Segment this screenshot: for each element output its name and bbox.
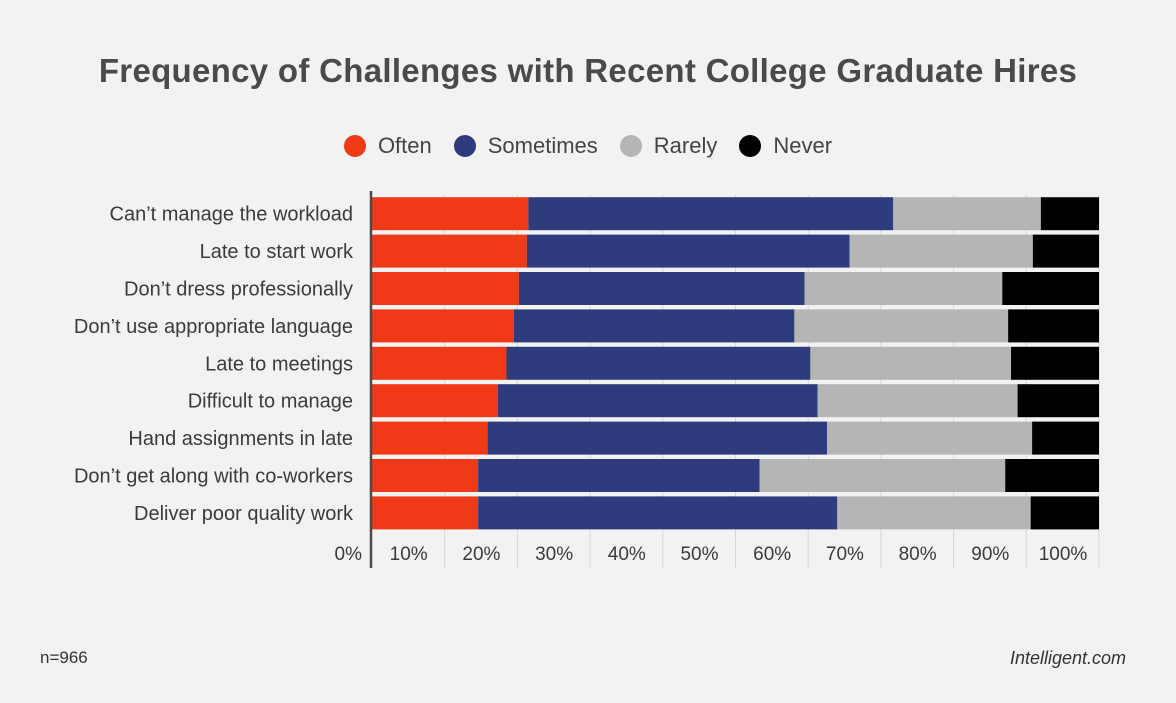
bar-sometimes-late-to-meetings	[506, 346, 811, 380]
bar-never-late-to-meetings	[1011, 346, 1099, 380]
bar-never-difficult-to-manage	[1017, 384, 1099, 418]
x-tick-label: 100%	[1039, 544, 1088, 565]
category-label: Can’t manage the workload	[110, 204, 353, 226]
chart-title: Frequency of Challenges with Recent Coll…	[98, 52, 1078, 89]
legend-swatch	[453, 135, 476, 157]
legend-label: Rarely	[653, 133, 718, 158]
sample-size-note: n=966	[40, 648, 88, 667]
bar-often-late-to-meetings	[372, 346, 507, 380]
bar-rarely-deliver-poor-quality-work	[837, 496, 1031, 530]
category-label: Hand assignments in late	[128, 428, 353, 450]
legend-label: Often	[377, 133, 432, 158]
x-tick-label: 20%	[462, 544, 500, 565]
legend-label: Never	[773, 133, 833, 158]
category-label: Late to start work	[200, 241, 354, 263]
bar-often-can-t-manage-the-workload	[372, 197, 529, 231]
x-tick-label: 10%	[390, 544, 428, 565]
bar-often-late-to-start-work	[372, 234, 527, 268]
x-tick-label: 80%	[899, 544, 937, 565]
bar-often-don-t-dress-professionally	[372, 272, 519, 305]
bar-often-don-t-use-appropriate-language	[372, 309, 514, 343]
bar-rarely-can-t-manage-the-workload	[893, 197, 1041, 231]
bar-sometimes-difficult-to-manage	[497, 384, 818, 418]
legend-label: Sometimes	[487, 133, 598, 158]
source-credit: Intelligent.com	[1009, 648, 1126, 668]
category-label: Don’t get along with co-workers	[74, 466, 353, 488]
bar-never-don-t-dress-professionally	[1002, 272, 1099, 305]
chart-legend: Often Sometimes Rarely Never	[0, 133, 1176, 159]
bar-sometimes-don-t-use-appropriate-language	[513, 309, 795, 343]
x-tick-label: 60%	[753, 544, 791, 565]
bar-sometimes-don-t-get-along-with-co-workers	[478, 459, 760, 492]
bar-never-don-t-get-along-with-co-workers	[1005, 459, 1099, 492]
bar-rarely-don-t-dress-professionally	[804, 272, 1003, 305]
bar-rarely-hand-assignments-in-late	[827, 421, 1033, 455]
x-tick-label: 0%	[335, 544, 363, 565]
bar-sometimes-don-t-dress-professionally	[518, 272, 805, 305]
bar-rarely-difficult-to-manage	[817, 384, 1018, 418]
legend-swatch	[619, 135, 642, 157]
bar-sometimes-hand-assignments-in-late	[487, 421, 828, 455]
bar-rarely-don-t-get-along-with-co-workers	[759, 459, 1006, 492]
category-label: Don’t use appropriate language	[74, 316, 353, 338]
bar-sometimes-can-t-manage-the-workload	[528, 197, 894, 231]
x-tick-label: 40%	[608, 544, 646, 565]
bar-sometimes-late-to-start-work	[526, 234, 850, 268]
bar-often-difficult-to-manage	[372, 384, 498, 418]
bar-never-late-to-start-work	[1032, 234, 1099, 268]
category-label: Deliver poor quality work	[134, 503, 354, 525]
bar-rarely-late-to-start-work	[849, 234, 1033, 268]
bar-rarely-late-to-meetings	[810, 346, 1012, 380]
category-label: Difficult to manage	[188, 391, 353, 413]
bar-rarely-don-t-use-appropriate-language	[794, 309, 1009, 343]
legend-item-never: Never	[739, 133, 832, 159]
bar-often-don-t-get-along-with-co-workers	[372, 459, 479, 492]
category-label: Don’t dress professionally	[124, 279, 353, 301]
bar-sometimes-deliver-poor-quality-work	[478, 496, 838, 530]
category-label: Late to meetings	[205, 353, 353, 375]
x-tick-label: 90%	[971, 544, 1009, 565]
legend-swatch	[739, 135, 762, 157]
bar-never-don-t-use-appropriate-language	[1008, 309, 1099, 343]
legend-swatch	[343, 135, 366, 157]
bar-never-hand-assignments-in-late	[1032, 421, 1099, 455]
bar-often-deliver-poor-quality-work	[372, 496, 479, 530]
legend-item-sometimes: Sometimes	[453, 133, 598, 159]
bar-never-can-t-manage-the-workload	[1040, 197, 1099, 231]
legend-item-often: Often	[343, 133, 432, 159]
x-tick-label: 30%	[535, 544, 573, 565]
x-tick-label: 50%	[680, 544, 718, 565]
legend-item-rarely: Rarely	[619, 133, 718, 159]
bar-often-hand-assignments-in-late	[372, 421, 488, 455]
x-tick-label: 70%	[826, 544, 864, 565]
bar-never-deliver-poor-quality-work	[1030, 496, 1099, 530]
